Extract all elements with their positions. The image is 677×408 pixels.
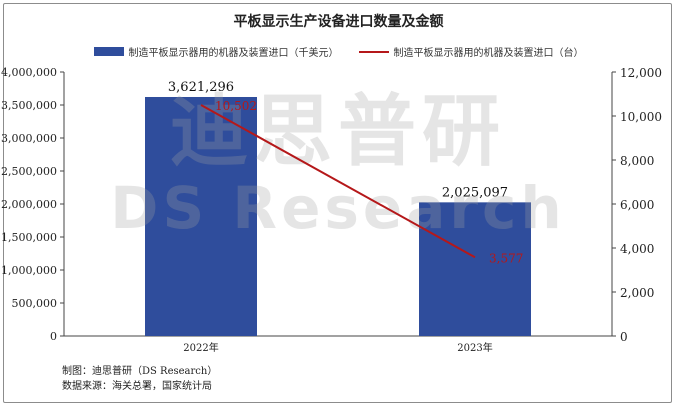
line-data-label: 10,502 <box>215 99 257 113</box>
chart-title: 平板显示生产设备进口数量及金额 <box>233 14 444 30</box>
watermark-cn: 迪思普研 <box>170 87 506 177</box>
legend-label-bar: 制造平板显示器用的机器及装置进口（千美元） <box>128 48 339 59</box>
y-left-tick-label: 3,500,000 <box>1 99 57 112</box>
legend: 制造平板显示器用的机器及装置进口（千美元） 制造平板显示器用的机器及装置进口（台… <box>0 44 677 59</box>
footer-source: 数据来源：海关总署，国家统计局 <box>62 381 212 392</box>
bar-data-label: 3,621,296 <box>168 80 234 95</box>
legend-label-line: 制造平板显示器用的机器及装置进口（台） <box>393 48 584 59</box>
bar <box>145 96 257 336</box>
legend-item-line: 制造平板显示器用的机器及装置进口（台） <box>358 44 584 59</box>
line-series <box>200 104 476 259</box>
x-tick-label: 2023年 <box>457 341 492 354</box>
y-left-tick-label: 1,500,000 <box>1 231 57 244</box>
y-right-tick-label: 6,000 <box>620 198 654 212</box>
x-tick-label: 2022年 <box>183 341 218 354</box>
y-left-tick-label: 2,500,000 <box>1 165 57 178</box>
y-right-tick-label: 0 <box>620 330 628 344</box>
y-left-tick-label: 1,000,000 <box>1 264 57 277</box>
y-right-tick-label: 2,000 <box>620 286 654 300</box>
watermark-en: DS Research <box>110 174 565 242</box>
y-right-tick-label: 10,000 <box>620 110 662 124</box>
bar <box>419 202 531 336</box>
y-left-tick-label: 2,000,000 <box>1 198 57 211</box>
y-left-tick-label: 500,000 <box>12 297 58 310</box>
bar-data-label: 2,025,097 <box>442 185 508 200</box>
y-left-tick-label: 4,000,000 <box>1 66 57 79</box>
legend-swatch-line <box>358 50 389 53</box>
footer-maker: 制图：迪思普研（DS Research） <box>62 366 218 377</box>
chart-frame <box>3 3 672 403</box>
y-left-tick-label: 0 <box>50 330 57 343</box>
legend-swatch-bar <box>93 47 124 56</box>
line-data-label: 3,577 <box>489 251 523 265</box>
y-right-tick-label: 12,000 <box>620 66 662 80</box>
y-right-tick-label: 4,000 <box>620 242 654 256</box>
y-left-tick-label: 3,000,000 <box>1 132 57 145</box>
legend-item-bar: 制造平板显示器用的机器及装置进口（千美元） <box>93 44 339 59</box>
y-right-tick-label: 8,000 <box>620 154 654 168</box>
